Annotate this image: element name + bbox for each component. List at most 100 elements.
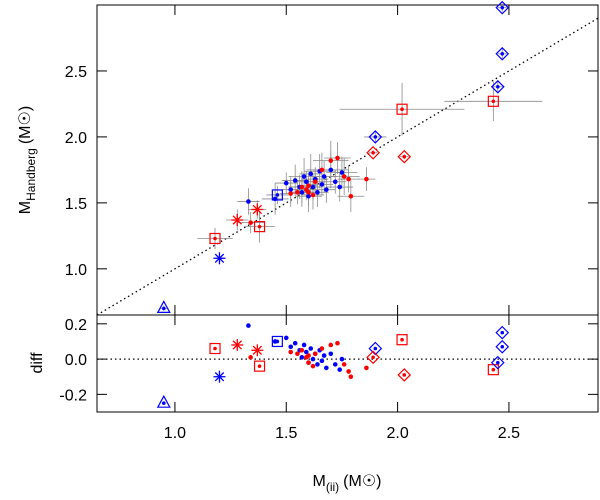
- marker-diamond: [495, 339, 510, 354]
- point: [231, 214, 244, 227]
- marker-center: [275, 193, 280, 197]
- point: [310, 363, 316, 369]
- point: [312, 179, 318, 185]
- marker-diamond: [495, 325, 510, 340]
- marker-center: [371, 355, 375, 360]
- marker-center: [500, 5, 505, 10]
- marker-center: [400, 107, 404, 112]
- point: [306, 360, 311, 365]
- point: [283, 180, 289, 186]
- marker-center: [275, 339, 280, 344]
- point: [292, 178, 298, 183]
- marker-center: [400, 337, 404, 342]
- point: [251, 203, 264, 216]
- marker-center: [491, 367, 496, 372]
- marker-diamond: [368, 341, 383, 356]
- marker-center: [373, 135, 378, 139]
- point: [301, 342, 307, 348]
- marker-triangle: [156, 300, 171, 314]
- marker-center: [371, 150, 375, 155]
- point: [246, 323, 251, 328]
- point: [310, 356, 316, 362]
- x-label-unit: (M☉): [343, 473, 381, 490]
- y-tick-label: 0.0: [65, 352, 87, 369]
- point: [348, 374, 354, 380]
- point: [306, 353, 311, 358]
- point: [288, 191, 294, 196]
- point: [306, 183, 311, 189]
- marker-center: [496, 360, 500, 365]
- y-axis-label: diff: [29, 352, 46, 374]
- point: [306, 190, 311, 195]
- marker-stroke: [232, 215, 242, 225]
- point: [271, 189, 283, 201]
- y-label-sub: Handberg: [24, 148, 38, 201]
- y-tick-label: 0.2: [65, 317, 87, 334]
- point: [397, 368, 412, 382]
- point: [337, 367, 343, 372]
- plot-frame: [96, 4, 599, 316]
- marker-stroke: [232, 340, 242, 350]
- marker-center: [500, 344, 505, 349]
- point: [487, 95, 499, 107]
- marker-square: [253, 221, 266, 233]
- point: [319, 167, 325, 173]
- point: [495, 339, 510, 354]
- point: [315, 362, 320, 367]
- marker-diamond: [490, 355, 505, 370]
- marker-diamond: [495, 0, 510, 15]
- point: [397, 149, 412, 164]
- point: [396, 334, 408, 346]
- point: [321, 353, 327, 358]
- point: [335, 340, 340, 346]
- point: [209, 232, 221, 245]
- marker-stroke: [252, 345, 263, 355]
- one-to-one-line: [96, 17, 599, 316]
- marker-center: [402, 373, 407, 377]
- point: [288, 187, 294, 192]
- point: [341, 174, 347, 179]
- point: [346, 176, 351, 182]
- y-label-unit: (M☉): [17, 106, 34, 144]
- marker-square: [396, 334, 408, 346]
- x-tick-label: 1.0: [164, 425, 186, 442]
- point: [321, 174, 327, 179]
- marker-center: [257, 224, 262, 229]
- point: [396, 103, 408, 115]
- x-tick-label: 2.0: [386, 425, 408, 442]
- marker-center: [257, 364, 262, 368]
- marker-stroke: [214, 372, 225, 382]
- point: [319, 346, 325, 351]
- point: [299, 347, 305, 353]
- point: [366, 145, 380, 160]
- point: [299, 190, 305, 195]
- marker-center: [162, 306, 166, 311]
- point: [319, 182, 325, 187]
- point: [299, 355, 305, 360]
- x-tick-label: 1.5: [275, 425, 297, 442]
- point: [339, 356, 345, 362]
- point: [328, 351, 334, 357]
- point: [335, 155, 340, 161]
- marker-triangle: [156, 394, 171, 408]
- point: [332, 362, 338, 367]
- marker-square: [271, 189, 283, 201]
- point: [156, 394, 171, 408]
- point: [295, 190, 300, 195]
- point: [346, 369, 351, 374]
- point: [310, 192, 316, 198]
- y-tick-label: 1.5: [65, 196, 87, 213]
- point: [209, 342, 221, 355]
- point: [341, 362, 347, 367]
- point: [271, 335, 283, 348]
- point: [253, 360, 266, 372]
- marker-center: [373, 346, 378, 351]
- point: [324, 187, 329, 192]
- x-label-sub: (ii): [326, 480, 339, 494]
- point: [306, 193, 311, 199]
- marker-center: [500, 330, 505, 335]
- point: [364, 365, 369, 371]
- point: [364, 176, 369, 182]
- point: [248, 220, 253, 225]
